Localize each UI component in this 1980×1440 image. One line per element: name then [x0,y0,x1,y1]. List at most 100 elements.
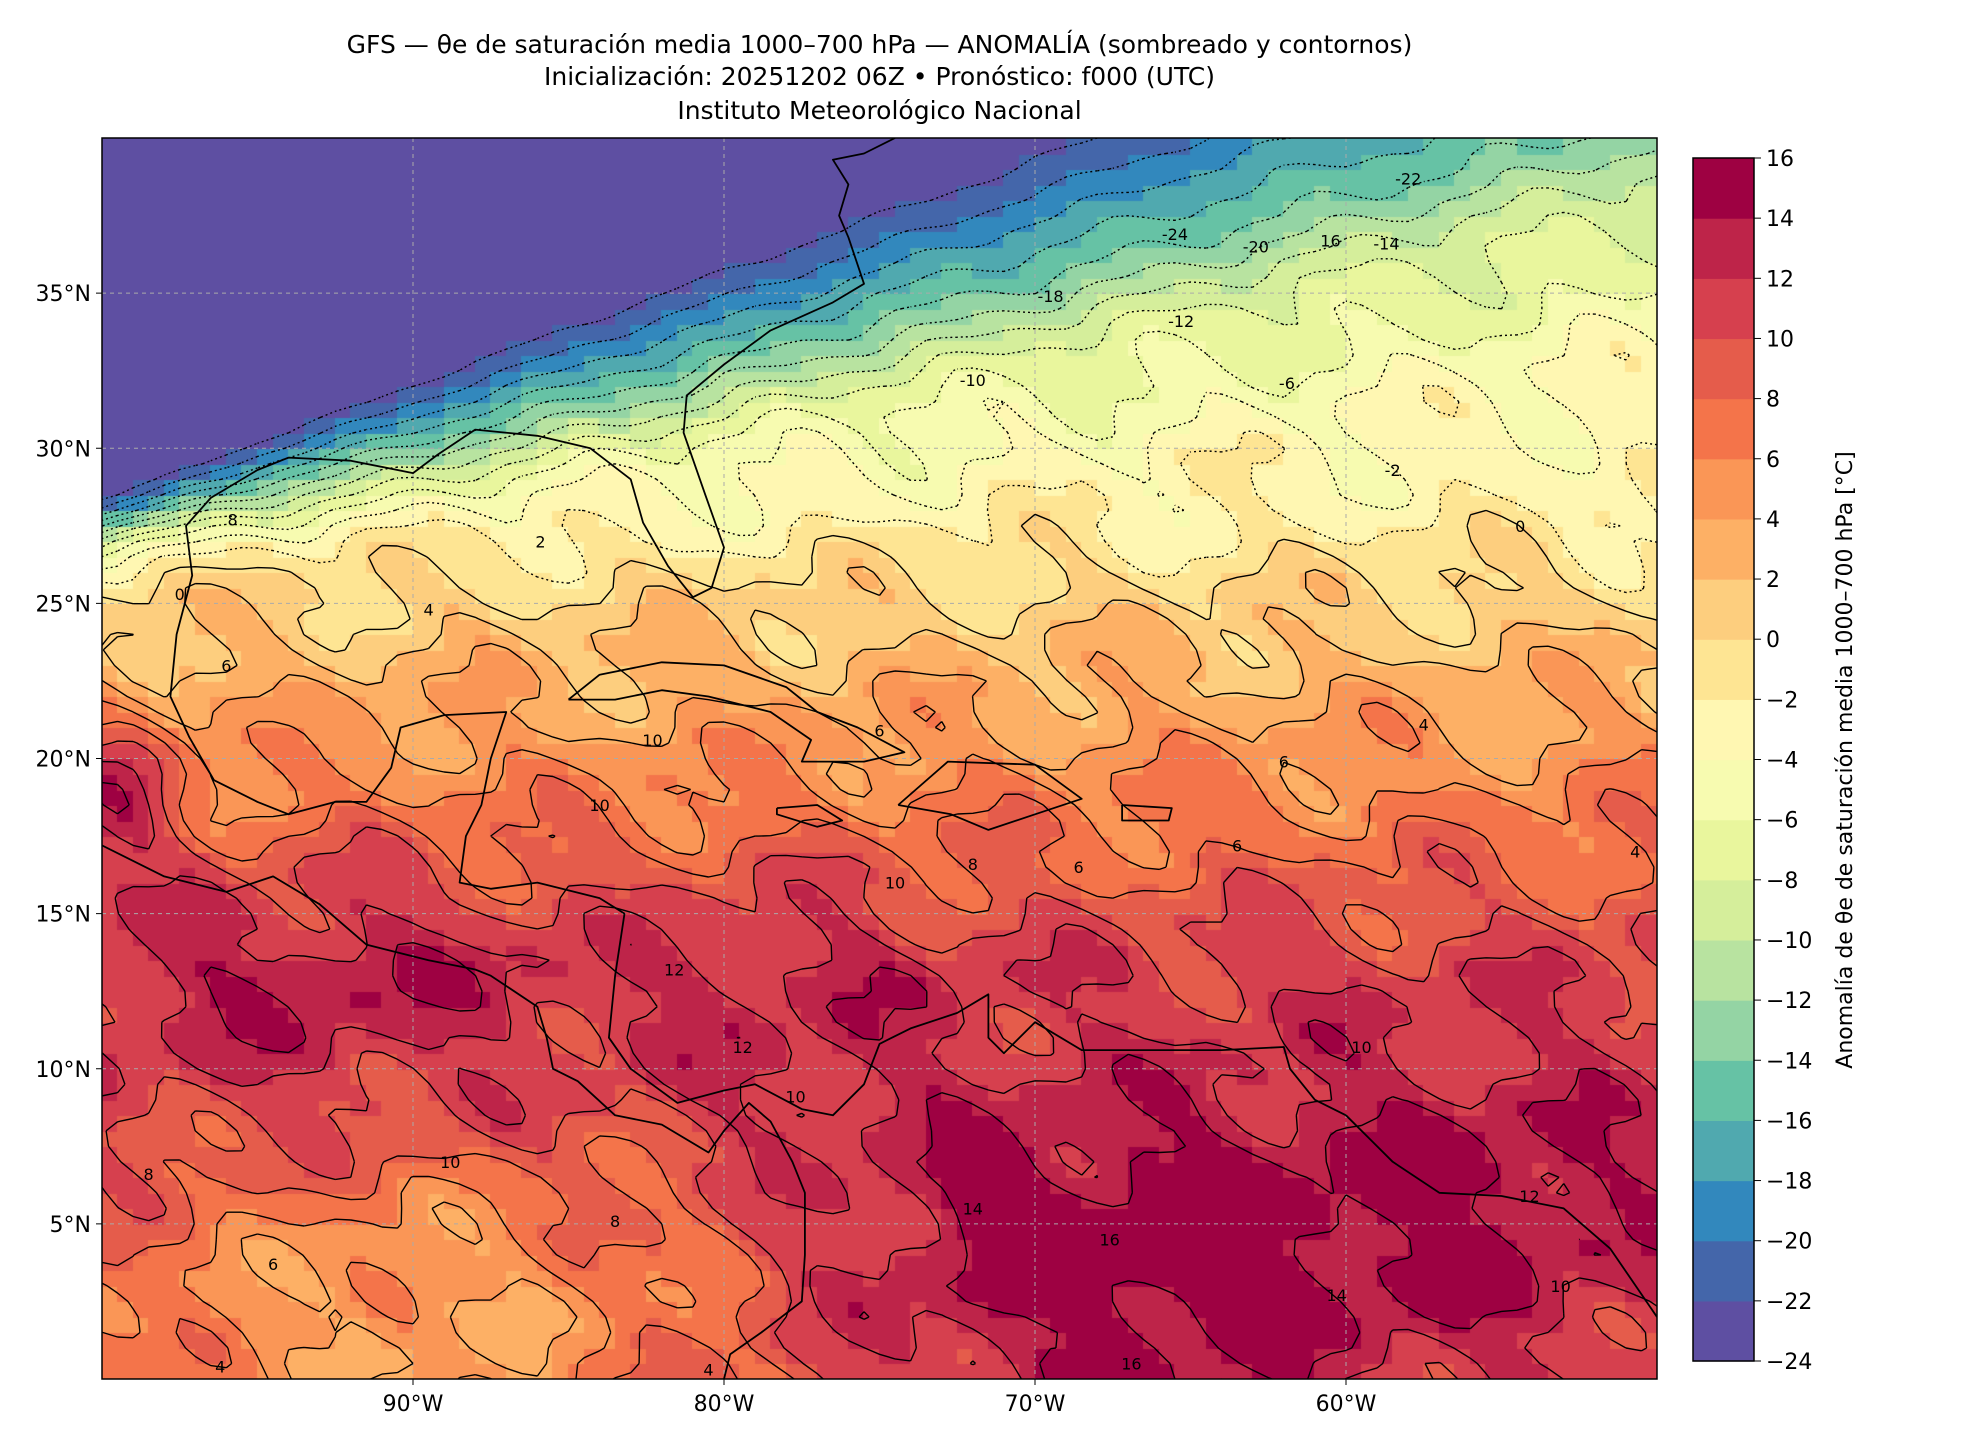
contour-level--16 [102,138,1436,521]
colorbar-bin [1693,518,1754,580]
colorbar-bin [1693,278,1754,340]
colorbar-bin [1693,759,1754,821]
colorbar-tick-label: 4 [1766,508,1780,533]
colorbar-tick-label: −24 [1766,1350,1812,1375]
x-tick-label: 90°W [383,1392,444,1417]
colorbar-bin [1693,639,1754,700]
colorbar-tick-label: 0 [1766,628,1780,653]
contour-label: -14 [1373,234,1399,253]
colorbar-tick-label: 6 [1766,448,1780,473]
contour-label: 6 [1232,836,1242,855]
coastline-puerto-rico [1121,804,1173,822]
contour-label: -22 [1395,169,1421,188]
contour-label: 8 [968,855,978,874]
y-tick-label: 25°N [36,592,91,617]
chart-title: GFS — θe de saturación media 1000–700 hP… [346,30,1413,59]
colorbar-tick-label: 2 [1766,568,1780,593]
contour-label: -12 [1168,312,1194,331]
contour-label: 8 [610,1212,620,1231]
x-tick-label: 70°W [1005,1392,1066,1417]
colorbar-tick-label: −12 [1766,989,1812,1014]
contour-label: 4 [1419,715,1429,734]
colorbar-tick-label: −20 [1766,1230,1812,1255]
contour-level--6 [102,282,1657,558]
chart-subtitle-institute: Instituto Meteorológico Nacional [677,96,1082,125]
coastline-north-america [169,138,1657,1318]
contour-label: 2 [535,532,545,551]
contour-label: 10 [785,1088,805,1107]
contour-label: 14 [963,1199,983,1218]
contour-level-14 [102,781,1657,1379]
contour-label: 10 [440,1153,460,1172]
colorbar-bin [1693,1000,1754,1061]
colorbar-bin [1693,1060,1754,1121]
contour-label: -20 [1243,238,1269,257]
colorbar: −24−22−20−18−16−14−12−10−8−6−4−202468101… [1692,147,1812,1375]
colorbar-bin [1693,338,1754,400]
contour-label: 10 [885,874,905,893]
colorbar-tick-label: −16 [1766,1109,1812,1134]
colorbar-bin [1693,458,1754,520]
coastlines [102,138,1657,1379]
chart-subtitle-init: Inicialización: 20251202 06Z • Pronóstic… [544,62,1215,91]
contour-label: 8 [144,1165,154,1184]
y-tick-label: 10°N [36,1058,91,1083]
coastline-jamaica [776,804,844,828]
contour-level--2 [102,351,1657,594]
colorbar-tick-label: −6 [1766,809,1798,834]
contour-label: -6 [1279,374,1295,393]
contour-label: 10 [589,796,609,815]
colorbar-bin [1693,819,1754,881]
contour-label: 16 [1121,1354,1141,1373]
colorbar-tick-label: −8 [1766,869,1798,894]
contour-label: 10 [1550,1277,1570,1296]
contour-label: 12 [732,1038,752,1057]
contour-level-12 [102,760,1657,1379]
colorbar-bin [1693,158,1754,219]
contour-label: 0 [175,585,185,604]
contour-level-2 [102,566,1657,724]
colorbar-bin [1693,218,1754,279]
x-tick-label: 60°W [1316,1392,1377,1417]
contour-level--22 [102,138,1098,501]
contour-label: -10 [960,371,986,390]
x-tick-label: 80°W [694,1392,755,1417]
y-tick-label: 20°N [36,748,91,773]
contour-label: -2 [1385,461,1401,480]
colorbar-tick-label: −22 [1766,1290,1812,1315]
contour-label: 6 [268,1255,278,1274]
y-tick-label: 15°N [36,903,91,928]
contour-level--18 [102,138,1291,516]
contour-label: 0 [1515,517,1525,536]
contour-level-0 [102,509,1657,670]
contour-level-4 [102,642,1657,1379]
y-tick-label: 35°N [36,282,91,307]
coastline-cuba [567,661,906,763]
coastline-pacific [102,844,806,1379]
contour-level--8 [102,211,1657,548]
colorbar-tick-label: −2 [1766,688,1798,713]
contour-label: 4 [423,601,433,620]
colorbar-bin [1693,699,1754,761]
contour-level--12 [102,149,1657,534]
colorbar-label: Anomalía de θe de saturación media 1000–… [1833,451,1858,1068]
y-axis-ticks: 5°N 10°N 15°N 20°N 25°N 30°N 35°N [36,282,102,1238]
colorbar-bin [1693,398,1754,460]
colorbar-tick-label: 10 [1766,327,1794,352]
contour-label: -24 [1162,225,1188,244]
contour-label: 6 [221,656,231,675]
colorbar-bin [1693,579,1754,640]
contour-level--10 [102,175,1657,540]
colorbar-tick-label: 14 [1766,207,1794,232]
contour-label: 4 [215,1358,225,1377]
contour-label: 4 [703,1361,713,1380]
contour-level-8 [102,720,1657,1379]
contour-label: 6 [874,722,884,741]
y-tick-label: 30°N [36,437,91,462]
y-tick-label: 5°N [50,1213,91,1238]
contour-label: 16 [1320,231,1340,250]
colorbar-bin [1693,1300,1754,1362]
contour-level--4 [102,313,1657,570]
contour-label: 10 [642,731,662,750]
contour-label: 6 [1073,858,1083,877]
